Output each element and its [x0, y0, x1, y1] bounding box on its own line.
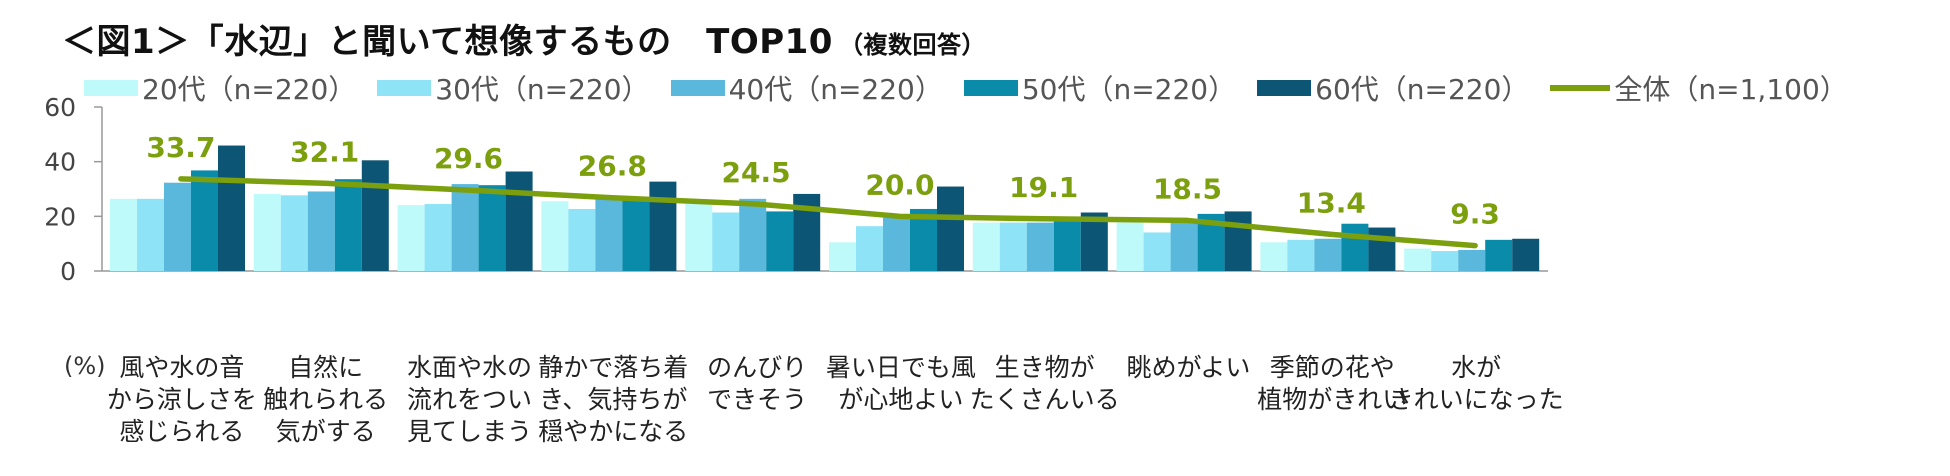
category-label: 眺めがよい [1126, 353, 1251, 382]
bar [1143, 232, 1171, 271]
bar [1116, 222, 1144, 271]
bar [568, 208, 596, 271]
y-unit-label: (%) [64, 352, 106, 380]
legend-swatch [377, 80, 432, 96]
y-tick-label: 60 [44, 93, 76, 122]
bar [883, 217, 910, 271]
data-label: 19.1 [1009, 171, 1078, 204]
bar [1080, 212, 1108, 271]
legend-item: 全体（n=1,100） [1550, 68, 1848, 108]
legend: 20代（n=220） 30代（n=220） 40代（n=220） 50代（n=220）… [84, 68, 1869, 108]
data-label: 13.4 [1297, 186, 1366, 219]
legend-swatch [84, 80, 138, 96]
bar [361, 160, 389, 271]
data-label: 33.7 [146, 131, 215, 164]
bar [307, 191, 335, 271]
bar [191, 170, 218, 271]
bar [397, 205, 425, 271]
category-label: 風や水の音 から涼しさを 感じられる [106, 353, 257, 446]
total-line [178, 176, 1478, 249]
bar [829, 242, 856, 271]
bar [478, 185, 506, 271]
category-label: 生き物が たくさんいる [969, 353, 1120, 414]
bar [739, 198, 767, 271]
bar [505, 171, 533, 271]
bar [1512, 238, 1540, 271]
bar [622, 198, 650, 271]
legend-label: 60代（n=220） [1315, 73, 1530, 106]
bar [1224, 211, 1252, 271]
y-tick-label: 20 [44, 202, 76, 231]
bar [1458, 249, 1486, 271]
legend-item: 50代（n=220） [963, 68, 1237, 108]
bar [856, 226, 883, 271]
legend-label: 30代（n=220） [435, 73, 650, 106]
bar [541, 201, 569, 271]
legend-label: 50代（n=220） [1021, 73, 1237, 106]
data-label: 9.3 [1450, 198, 1500, 231]
legend-item: 40代（n=220） [670, 68, 943, 108]
bar [1404, 248, 1432, 271]
y-tick-label: 0 [60, 257, 76, 286]
category-label: 水面や水の 流れをつい 見てしまう [406, 353, 532, 446]
bar [766, 211, 794, 271]
category-label: 水が きれいになった [1388, 353, 1564, 414]
bar [1314, 238, 1342, 271]
legend-item: 60代（n=220） [1257, 68, 1529, 108]
data-label: 29.6 [434, 142, 503, 175]
bar [164, 182, 191, 271]
bar [1260, 242, 1288, 271]
bar [1485, 239, 1513, 271]
bar [972, 222, 1000, 271]
data-label: 24.5 [722, 156, 791, 189]
bar [595, 198, 623, 271]
bar [1431, 251, 1459, 271]
bar [1170, 221, 1198, 271]
bar [1026, 222, 1054, 271]
legend-line-swatch [1550, 85, 1611, 91]
legend-swatch [963, 80, 1018, 96]
bar [712, 212, 740, 271]
bar [1368, 227, 1396, 271]
bar [649, 181, 677, 271]
bar [218, 145, 245, 271]
category-label: 暑い日でも風 が心地よい [825, 353, 976, 414]
bar [937, 186, 964, 271]
data-label: 18.5 [1153, 172, 1222, 205]
category-label: 静かで落ち着 き、気持ちが 穏やかになる [538, 353, 689, 446]
bar [451, 184, 479, 271]
bar [280, 195, 308, 271]
legend-label: 40代（n=220） [728, 73, 943, 106]
bar [110, 198, 137, 271]
bar [253, 193, 281, 271]
chart-title-sub: （複数回答） [838, 31, 986, 59]
chart-title-main: ＜図1＞「水辺」と聞いて想像するもの TOP10 [62, 22, 833, 62]
bar [1341, 223, 1369, 271]
bar [137, 198, 164, 271]
data-label: 26.8 [578, 150, 647, 183]
bar [424, 204, 452, 271]
bar [1287, 239, 1315, 271]
bar [334, 179, 362, 271]
category-label: 季節の花や 植物がきれい [1257, 353, 1408, 414]
data-label: 32.1 [290, 135, 359, 168]
bar [999, 222, 1027, 271]
y-tick-label: 40 [44, 148, 76, 177]
legend-item: 20代（n=220） [84, 68, 356, 108]
bar [685, 204, 713, 271]
category-label: 自然に 触れられる 気がする [263, 353, 389, 446]
bar [1053, 221, 1081, 271]
legend-swatch [670, 80, 725, 96]
chart-title: ＜図1＞「水辺」と聞いて想像するもの TOP10 （複数回答） [62, 14, 986, 63]
legend-label: 全体（n=1,100） [1614, 73, 1848, 106]
legend-item: 30代（n=220） [377, 68, 650, 108]
data-label: 20.0 [865, 168, 934, 201]
legend-label: 20代（n=220） [142, 73, 357, 106]
category-label: のんびり できそう [707, 353, 808, 414]
legend-swatch [1257, 80, 1312, 96]
